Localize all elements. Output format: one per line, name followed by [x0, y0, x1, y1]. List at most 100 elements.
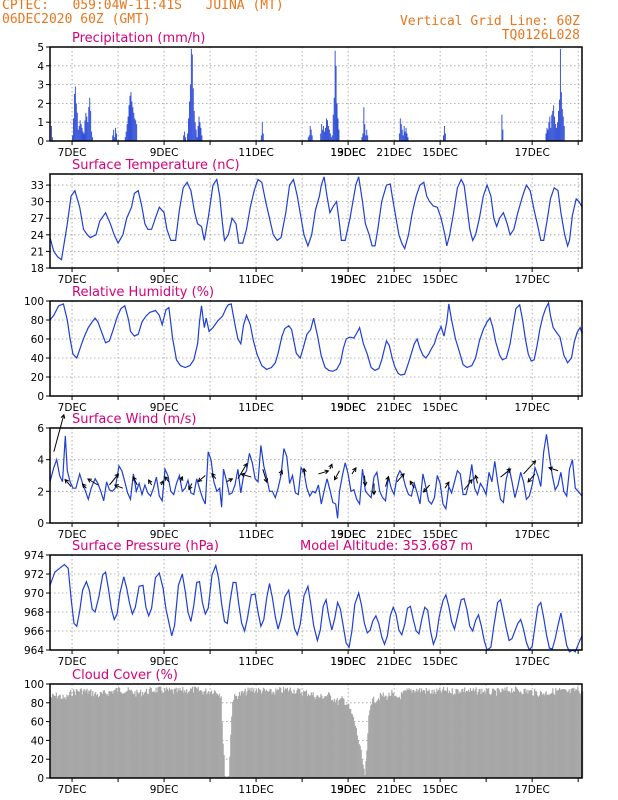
x-tick-label: 19DEC	[330, 402, 365, 414]
precip-bar	[330, 137, 332, 141]
cloud-bar	[150, 687, 152, 778]
cloud-bar	[120, 692, 123, 778]
precip-bar	[189, 84, 191, 141]
cloud-bar	[381, 696, 383, 778]
cloud-bar	[443, 687, 445, 778]
precip-bar	[192, 88, 194, 141]
cloud-bar	[432, 693, 434, 778]
cloud-bar	[428, 689, 430, 778]
cloud-bar	[537, 696, 540, 778]
panel-annotation: Model Altitude: 353.687 m	[300, 539, 473, 554]
cloud-bar	[350, 713, 353, 778]
x-tick-label: 19DEC	[330, 274, 365, 286]
cloud-bar	[454, 694, 456, 778]
wind-arrow-head	[188, 485, 193, 491]
cloud-bar	[248, 689, 250, 778]
panel-pres: 964 966 968 970 972 974 7DEC 9DEC 11DEC 13DEC 15DE…	[24, 539, 583, 668]
precip-bar	[72, 135, 73, 141]
cloud-bar	[334, 702, 336, 778]
cloud-bar	[487, 688, 489, 778]
wind-arrow	[53, 414, 65, 452]
cloud-bar	[93, 696, 95, 778]
wind-arrow	[396, 473, 405, 483]
precip-bar	[404, 131, 406, 141]
wind-arrow	[303, 468, 306, 476]
cloud-bar	[58, 695, 60, 778]
y-tick-label: 972	[24, 569, 44, 581]
panel-frame	[49, 173, 583, 269]
cloud-bar	[366, 750, 368, 778]
wind-arrow-head	[113, 484, 119, 489]
wind-arrow	[385, 476, 389, 487]
precip-bar	[326, 118, 327, 141]
precip-bar	[558, 110, 559, 141]
cloud-bar	[72, 695, 74, 778]
cloud-bar	[439, 687, 441, 778]
wind-arrow-head	[422, 487, 428, 493]
y-tick-label: 33	[31, 180, 44, 192]
cloud-bar	[208, 691, 210, 778]
cloud-bar	[216, 694, 218, 778]
cloud-bar	[560, 689, 563, 778]
cloud-bar	[476, 694, 478, 778]
cloud-bar	[331, 699, 334, 778]
cloud-bar	[218, 693, 220, 778]
cloud-bar	[369, 710, 371, 778]
cloud-bar	[202, 694, 204, 778]
x-tick-label: 7DEC	[58, 402, 87, 414]
cloud-bar	[427, 690, 429, 778]
cloud-bar	[57, 695, 59, 778]
cloud-bar	[336, 698, 338, 778]
y-tick-label: 970	[24, 588, 44, 600]
panel-cloud: 0 20 40 60 80 100 7DEC 9DEC 11DEC 13DEC 15DEC 17DEC…	[24, 668, 584, 796]
y-tick-label: 966	[24, 626, 44, 638]
cloud-bar	[190, 688, 193, 778]
x-tick-label: 15DEC	[422, 274, 457, 286]
cloud-bar	[258, 689, 261, 778]
cloud-bar	[78, 691, 80, 778]
precip-bar	[547, 129, 549, 141]
precip-bar	[81, 127, 83, 141]
precip-bar	[402, 135, 404, 141]
x-tick-label: 7DEC	[58, 784, 87, 796]
cloud-bar	[309, 695, 311, 778]
x-tick-label: 17DEC	[514, 784, 549, 796]
cloud-bar	[484, 690, 486, 778]
cloud-bar	[466, 690, 468, 778]
precip-bar	[323, 125, 325, 141]
cloud-bar	[330, 700, 333, 778]
cloud-bar	[438, 689, 440, 778]
y-tick-label: 30	[31, 197, 44, 209]
cloud-bar	[259, 689, 262, 778]
cloud-bar	[518, 692, 520, 778]
precip-bar	[549, 116, 551, 141]
cloud-bar	[517, 690, 519, 778]
cloud-bar	[561, 689, 564, 778]
cloud-bar	[315, 696, 317, 778]
precip-bar	[362, 133, 364, 141]
precip-bar	[82, 131, 84, 141]
cloud-bar	[59, 694, 61, 778]
cloud-bar	[50, 697, 53, 778]
cloud-bar	[329, 695, 332, 778]
cloud-bar	[65, 699, 67, 778]
x-tick-label: 21DEC	[376, 529, 411, 541]
cloud-bar	[569, 693, 571, 778]
cloud-bar	[563, 689, 565, 778]
cloud-bar	[211, 694, 214, 778]
cloud-bar	[548, 694, 550, 778]
x-tick-label: 19DEC	[330, 529, 365, 541]
cloud-bar	[552, 688, 554, 778]
precip-bar	[443, 135, 444, 141]
cloud-bar	[388, 692, 390, 778]
cloud-bar	[538, 695, 541, 778]
precip-bar	[335, 65, 337, 141]
precip-bar	[557, 122, 558, 141]
cloud-bar	[567, 691, 569, 778]
cloud-bar	[524, 688, 526, 778]
x-tick-label: 15DEC	[422, 656, 457, 668]
x-tick-label: 17DEC	[514, 147, 549, 159]
x-tick-label: 15DEC	[422, 529, 457, 541]
cloud-bar	[521, 694, 523, 778]
precip-bar	[554, 116, 556, 141]
